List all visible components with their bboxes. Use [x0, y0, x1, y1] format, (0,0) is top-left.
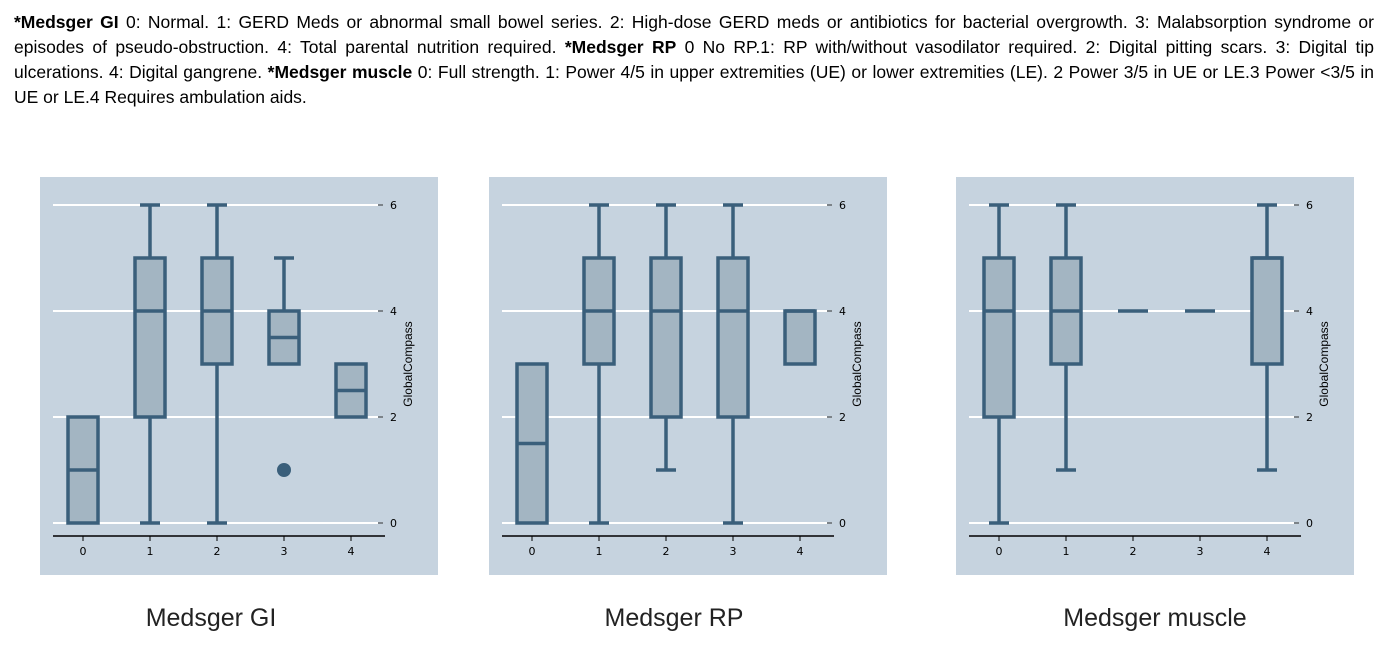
- y-tick-label-0: 0: [390, 517, 397, 530]
- chart-title-medsger-gi: Medsger GI: [145, 604, 277, 632]
- box-4: [1250, 203, 1284, 472]
- box-2: [649, 203, 683, 472]
- y-tick-label-6: 6: [1306, 199, 1313, 212]
- x-tick-label-4: 4: [797, 545, 804, 558]
- chart-title-medsger-muscle: Medsger muscle: [1063, 604, 1247, 632]
- y-tick-label-4: 4: [1306, 305, 1313, 318]
- box-0: [515, 362, 549, 525]
- x-tick-label-1: 1: [1063, 545, 1070, 558]
- y-axis-label: GlobalCompass: [1317, 321, 1331, 406]
- y-axis-label: GlobalCompass: [850, 321, 864, 406]
- box-1: [1049, 203, 1083, 472]
- y-tick-label-4: 4: [390, 305, 397, 318]
- chart-panel-medsger-muscle: 0 2 4 6 GlobalCompass 0 1 2 3 4: [956, 177, 1354, 575]
- y-tick-label-6: 6: [839, 199, 846, 212]
- x-tick-label-2: 2: [663, 545, 670, 558]
- figure-caption: *Medsger GI 0: Normal. 1: GERD Meds or a…: [14, 10, 1374, 110]
- x-tick-label-2: 2: [214, 545, 221, 558]
- y-tick-label-2: 2: [1306, 411, 1313, 424]
- y-tick-label-4: 4: [839, 305, 846, 318]
- y-tick-label-0: 0: [1306, 517, 1313, 530]
- chart-panel-medsger-rp: 0 2 4 6 GlobalCompass 0 1 2 3 4: [489, 177, 887, 575]
- y-tick-label-2: 2: [839, 411, 846, 424]
- x-tick-label-4: 4: [348, 545, 355, 558]
- caption-definition-1: 0 No RP.1: RP with/without vasodilator r…: [14, 37, 1374, 82]
- caption-term-0: *Medsger GI: [14, 12, 119, 32]
- x-tick-label-4: 4: [1264, 545, 1271, 558]
- x-tick-label-1: 1: [147, 545, 154, 558]
- box-0: [982, 203, 1016, 525]
- boxplot-medsger-gi: 0 2 4 6 GlobalCompass 0 1 2 3 4: [53, 199, 415, 558]
- iqr-box: [716, 256, 750, 419]
- x-tick-label-2: 2: [1130, 545, 1137, 558]
- caption-definition-2: 0: Full strength. 1: Power 4/5 in upper …: [14, 62, 1374, 107]
- x-tick-label-0: 0: [529, 545, 536, 558]
- chart-title-medsger-rp: Medsger RP: [604, 604, 744, 632]
- chart-panel-medsger-gi: 0 2 4 6 GlobalCompass 0 1 2 3 4: [40, 177, 438, 575]
- caption-term-2: *Medsger muscle: [267, 62, 413, 82]
- box-2: [200, 203, 234, 525]
- boxplot-medsger-rp: 0 2 4 6 GlobalCompass 0 1 2 3 4: [502, 199, 864, 558]
- box-1: [133, 203, 167, 525]
- iqr-box: [649, 256, 683, 419]
- caption-definition-0: 0: Normal. 1: GERD Meds or abnormal smal…: [14, 12, 1374, 57]
- y-tick-label-6: 6: [390, 199, 397, 212]
- box-3: [716, 203, 750, 525]
- x-tick-label-0: 0: [996, 545, 1003, 558]
- y-tick-label-2: 2: [390, 411, 397, 424]
- iqr-box: [783, 309, 817, 366]
- box-3: [267, 256, 301, 477]
- box-4: [783, 309, 817, 366]
- x-tick-label-3: 3: [281, 545, 288, 558]
- box-1: [582, 203, 616, 525]
- box-4: [334, 362, 368, 419]
- x-tick-label-1: 1: [596, 545, 603, 558]
- x-tick-label-3: 3: [730, 545, 737, 558]
- x-tick-label-0: 0: [80, 545, 87, 558]
- boxplot-medsger-muscle: 0 2 4 6 GlobalCompass 0 1 2 3 4: [969, 199, 1331, 558]
- y-axis-label: GlobalCompass: [401, 321, 415, 406]
- y-tick-label-0: 0: [839, 517, 846, 530]
- outlier-point-0: [277, 463, 291, 477]
- iqr-box: [1250, 256, 1284, 366]
- iqr-box: [982, 256, 1016, 419]
- caption-term-1: *Medsger RP: [564, 37, 677, 57]
- box-0: [66, 415, 100, 525]
- iqr-box: [133, 256, 167, 419]
- x-tick-label-3: 3: [1197, 545, 1204, 558]
